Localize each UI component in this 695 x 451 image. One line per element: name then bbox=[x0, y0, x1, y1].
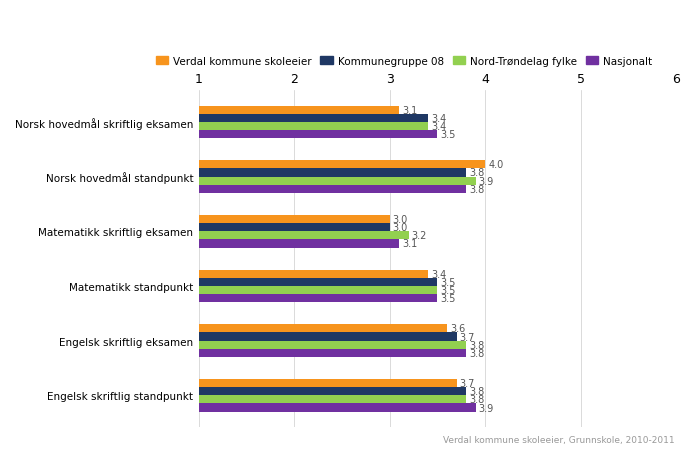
Text: 3.4: 3.4 bbox=[431, 122, 446, 132]
Bar bbox=[104, 131, 437, 139]
Legend: Verdal kommune skoleeier, Kommunegruppe 08, Nord-Trøndelag fylke, Nasjonalt: Verdal kommune skoleeier, Kommunegruppe … bbox=[152, 52, 657, 71]
Text: 3.9: 3.9 bbox=[479, 403, 493, 413]
Bar bbox=[104, 278, 437, 286]
Bar bbox=[104, 169, 466, 177]
Bar bbox=[104, 161, 485, 169]
Text: 4.0: 4.0 bbox=[488, 160, 503, 170]
Text: 3.8: 3.8 bbox=[469, 168, 484, 178]
Text: 3.8: 3.8 bbox=[469, 348, 484, 358]
Text: 3.5: 3.5 bbox=[441, 285, 456, 295]
Text: 3.8: 3.8 bbox=[469, 387, 484, 396]
Bar bbox=[104, 404, 475, 412]
Text: 3.1: 3.1 bbox=[402, 106, 418, 115]
Text: 3.4: 3.4 bbox=[431, 114, 446, 124]
Text: 3.0: 3.0 bbox=[393, 215, 408, 225]
Text: 3.7: 3.7 bbox=[459, 332, 475, 342]
Text: 3.1: 3.1 bbox=[402, 239, 418, 249]
Bar bbox=[104, 270, 428, 278]
Text: 3.4: 3.4 bbox=[431, 269, 446, 279]
Text: 3.5: 3.5 bbox=[441, 294, 456, 304]
Text: 3.8: 3.8 bbox=[469, 395, 484, 405]
Bar bbox=[104, 387, 466, 396]
Text: 3.8: 3.8 bbox=[469, 340, 484, 350]
Text: Verdal kommune skoleeier, Grunnskole, 2010-2011: Verdal kommune skoleeier, Grunnskole, 20… bbox=[443, 435, 674, 444]
Bar bbox=[104, 240, 400, 248]
Bar bbox=[104, 325, 447, 333]
Bar bbox=[104, 286, 437, 295]
Bar bbox=[104, 396, 466, 404]
Bar bbox=[104, 123, 428, 131]
Text: 3.2: 3.2 bbox=[411, 231, 427, 241]
Text: 3.0: 3.0 bbox=[393, 223, 408, 233]
Bar bbox=[104, 216, 390, 224]
Bar bbox=[104, 379, 457, 387]
Bar bbox=[104, 185, 466, 193]
Bar bbox=[104, 333, 457, 341]
Bar bbox=[104, 177, 475, 185]
Bar bbox=[104, 349, 466, 357]
Bar bbox=[104, 341, 466, 349]
Text: 3.5: 3.5 bbox=[441, 130, 456, 140]
Bar bbox=[104, 295, 437, 303]
Bar bbox=[104, 232, 409, 240]
Text: 3.6: 3.6 bbox=[450, 324, 465, 334]
Bar bbox=[104, 115, 428, 123]
Text: 3.9: 3.9 bbox=[479, 176, 493, 186]
Text: 3.5: 3.5 bbox=[441, 277, 456, 287]
Bar bbox=[104, 106, 400, 115]
Text: 3.7: 3.7 bbox=[459, 378, 475, 388]
Text: 3.8: 3.8 bbox=[469, 184, 484, 194]
Bar bbox=[104, 224, 390, 232]
